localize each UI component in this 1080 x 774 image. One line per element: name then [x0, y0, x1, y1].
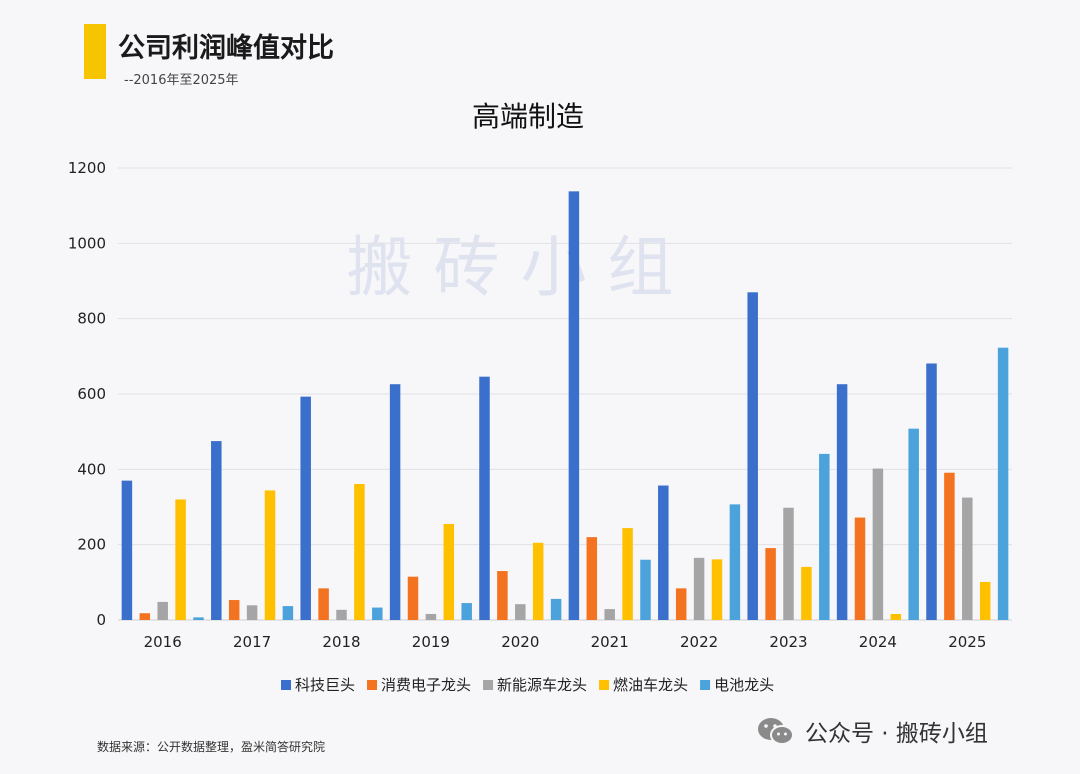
- bar: [211, 441, 222, 620]
- bar: [962, 497, 973, 620]
- y-tick-label: 800: [77, 310, 106, 328]
- page-subtitle: --2016年至2025年: [124, 73, 239, 88]
- legend-label: 科技巨头: [295, 676, 355, 694]
- bar: [854, 517, 866, 620]
- x-tick-label: 2021: [591, 633, 629, 651]
- bar: [354, 484, 365, 620]
- bar: [997, 347, 1009, 620]
- bar: [765, 548, 776, 620]
- bar: [121, 480, 133, 620]
- brand-footer: 公众号 · 搬砖小组: [755, 714, 988, 748]
- bar: [246, 605, 258, 620]
- legend-swatch: [700, 680, 711, 690]
- bar: [783, 507, 794, 620]
- x-tick-label: 2024: [859, 633, 897, 651]
- bar: [890, 613, 902, 620]
- legend-label: 电池龙头: [714, 676, 774, 694]
- x-tick-label: 2025: [948, 633, 986, 651]
- y-tick-label: 600: [77, 385, 106, 403]
- bar: [568, 191, 580, 620]
- y-tick-label: 0: [96, 611, 106, 629]
- legend-swatch: [281, 680, 291, 690]
- legend-swatch: [483, 680, 494, 690]
- bar: [979, 581, 991, 620]
- bar: [300, 396, 311, 620]
- bar: [193, 617, 204, 620]
- bar: [801, 566, 812, 620]
- bar: [711, 559, 723, 620]
- x-tick-label: 2020: [501, 633, 539, 651]
- bar: [425, 613, 437, 620]
- bar: [819, 453, 830, 620]
- bar: [675, 588, 687, 620]
- bar: [461, 603, 472, 620]
- bar: [228, 600, 240, 620]
- bar: [336, 609, 347, 620]
- bar: [175, 499, 186, 620]
- bar: [515, 604, 526, 620]
- brand-label: 公众号 · 搬砖小组: [805, 721, 988, 747]
- bar: [926, 363, 937, 620]
- y-tick-label: 1200: [68, 159, 106, 177]
- legend-label: 消费电子龙头: [381, 676, 471, 694]
- bar: [658, 485, 669, 620]
- bar: [944, 472, 955, 620]
- legend-swatch: [599, 680, 610, 690]
- bar: [443, 523, 455, 620]
- bar: [604, 609, 615, 620]
- bar: [747, 292, 758, 620]
- legend-label: 新能源车龙头: [497, 676, 587, 694]
- bar: [479, 376, 490, 620]
- x-tick-label: 2023: [769, 633, 807, 651]
- bar: [550, 598, 562, 620]
- wechat-icon: [758, 718, 794, 745]
- x-tick-label: 2019: [412, 633, 450, 651]
- data-source-note: 数据来源：公开数据整理，盈米简答研究院: [97, 740, 326, 754]
- bar: [497, 571, 508, 620]
- bar: [157, 601, 168, 620]
- x-tick-label: 2017: [233, 633, 271, 651]
- header-accent-bar: [84, 24, 106, 79]
- bar: [264, 490, 276, 620]
- bar: [622, 528, 633, 620]
- bar: [836, 384, 848, 620]
- x-tick-label: 2018: [322, 633, 360, 651]
- bar: [586, 537, 598, 620]
- legend-swatch: [367, 680, 378, 690]
- legend-label: 燃油车龙头: [613, 676, 688, 694]
- bar: [372, 607, 383, 620]
- watermark-text: 搬 砖 小 组: [347, 229, 674, 306]
- bar: [729, 504, 741, 620]
- bar: [693, 557, 705, 620]
- bar: [389, 384, 401, 620]
- bar: [532, 542, 544, 620]
- y-tick-label: 1000: [68, 234, 106, 252]
- bar: [282, 606, 294, 620]
- bar: [872, 468, 884, 620]
- bar: [640, 559, 651, 620]
- x-tick-label: 2022: [680, 633, 718, 651]
- bar: [139, 613, 151, 620]
- y-tick-label: 400: [77, 460, 106, 478]
- page-title: 公司利润峰值对比: [118, 33, 334, 64]
- x-tick-label: 2016: [144, 633, 182, 651]
- bar: [318, 588, 329, 620]
- bar: [908, 428, 919, 620]
- y-tick-label: 200: [77, 536, 106, 554]
- chart-title: 高端制造: [472, 100, 584, 133]
- bar: [407, 576, 419, 620]
